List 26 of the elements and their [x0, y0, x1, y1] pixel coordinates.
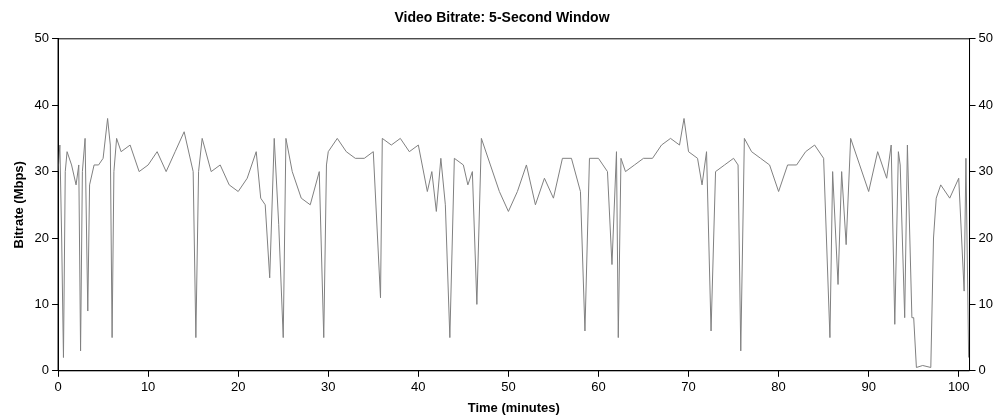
y-tick-label: 40: [34, 96, 50, 112]
x-tick-label: 60: [591, 379, 606, 395]
y2-tick-label: 0: [978, 362, 986, 378]
y-axis-title: Bitrate (Mbps): [11, 161, 27, 249]
y-tick-label: 20: [34, 229, 50, 245]
x-tick-label: 100: [947, 379, 970, 395]
y2-tick-label: 40: [978, 96, 994, 112]
y-tick-label: 30: [34, 163, 50, 179]
x-tick-label: 70: [681, 379, 696, 395]
y2-tick-label: 50: [978, 30, 994, 46]
y-tick-label: 10: [34, 295, 50, 311]
x-axis-title: Time (minutes): [467, 399, 560, 415]
x-tick-label: 90: [861, 379, 876, 395]
x-tick-label: 20: [230, 379, 246, 395]
y2-tick-label: 30: [978, 163, 994, 179]
chart-title: Video Bitrate: 5-Second Window: [394, 9, 610, 26]
y-tick-label: 0: [41, 362, 50, 378]
y2-tick-label: 10: [978, 295, 994, 311]
x-tick-label: 0: [54, 379, 62, 395]
y2-tick-label: 20: [978, 229, 994, 245]
x-tick-label: 80: [771, 379, 786, 395]
x-tick-label: 30: [321, 379, 336, 395]
x-tick-label: 40: [411, 379, 426, 395]
x-tick-label: 10: [140, 379, 156, 395]
y-tick-label: 50: [34, 30, 50, 46]
x-tick-label: 50: [501, 379, 516, 395]
